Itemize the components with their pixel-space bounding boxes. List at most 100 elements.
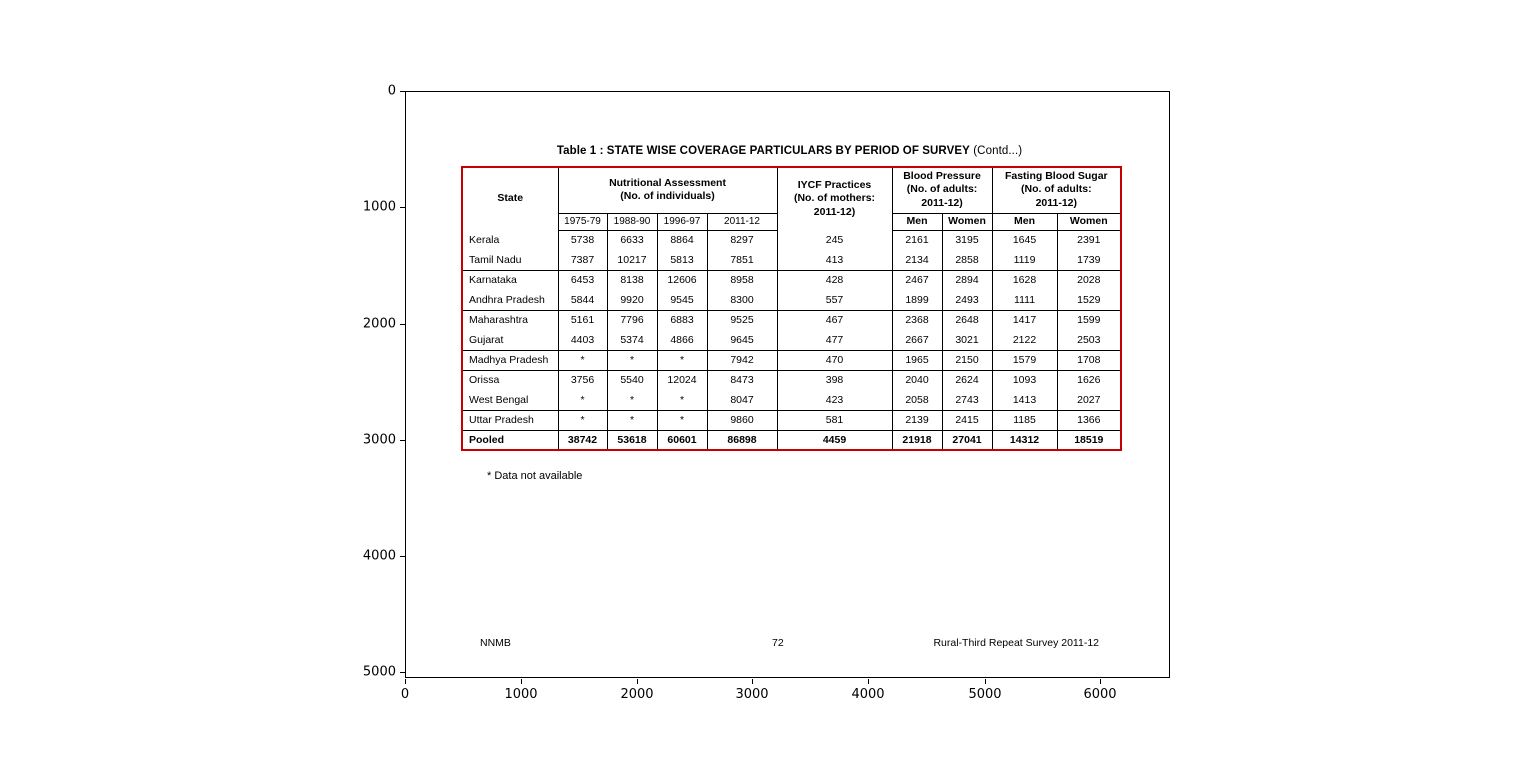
value-cell: 5844 <box>557 290 608 310</box>
value-cell: 423 <box>776 390 893 410</box>
table-row: Kerala 5738 6633 8864 8297 245 2161 3195 1645 239… <box>461 230 1122 250</box>
value-cell: * <box>557 349 608 370</box>
value-cell: 1185 <box>991 409 1058 430</box>
value-cell: * <box>557 409 608 430</box>
x-tick-mark <box>752 679 753 684</box>
value-cell: * <box>606 390 658 410</box>
value-cell: 2391 <box>1056 230 1122 250</box>
value-cell: 6883 <box>656 309 708 330</box>
value-cell: 8297 <box>706 230 778 250</box>
value-cell: 10217 <box>606 250 658 270</box>
value-cell: 1413 <box>991 390 1058 410</box>
value-cell: 2028 <box>1056 269 1122 290</box>
value-cell: 2134 <box>891 250 943 270</box>
value-cell: 1093 <box>991 369 1058 390</box>
value-cell: 2743 <box>941 390 993 410</box>
x-tick-label: 1000 <box>504 687 538 702</box>
value-cell: 7387 <box>557 250 608 270</box>
value-cell: 8958 <box>706 269 778 290</box>
table-row: Tamil Nadu 7387 10217 5813 7851 413 2134 2858 11… <box>461 250 1122 270</box>
header-year-1988-90: 1988-90 <box>606 213 658 231</box>
value-cell: 557 <box>776 290 893 310</box>
header-nutritional-assessment: Nutritional Assessment (No. of individua… <box>557 167 778 214</box>
value-cell: 38742 <box>557 429 608 450</box>
value-cell: 2624 <box>941 369 993 390</box>
table-title-suffix: (Contd...) <box>969 145 1023 157</box>
value-cell: 2161 <box>891 230 943 250</box>
value-cell: 5540 <box>606 369 658 390</box>
value-cell: 4403 <box>557 330 608 350</box>
value-cell: 6633 <box>606 230 658 250</box>
value-cell: 9545 <box>656 290 708 310</box>
footer-org: NNMB <box>480 637 511 649</box>
footer-page-number: 72 <box>772 637 784 649</box>
x-tick-mark <box>1100 679 1101 684</box>
value-cell: 1529 <box>1056 290 1122 310</box>
value-cell: 2150 <box>941 349 993 370</box>
value-cell: 8047 <box>706 390 778 410</box>
value-cell: 428 <box>776 269 893 290</box>
value-cell: 3021 <box>941 330 993 350</box>
value-cell: 7942 <box>706 349 778 370</box>
header-blood-pressure: Blood Pressure (No. of adults: 2011-12) <box>891 167 993 214</box>
value-cell: 1417 <box>991 309 1058 330</box>
value-cell: 9525 <box>706 309 778 330</box>
value-cell: 5813 <box>656 250 708 270</box>
y-tick-label: 2000 <box>362 316 396 332</box>
header-fasting-blood-sugar: Fasting Blood Sugar (No. of adults: 2011… <box>991 167 1122 214</box>
value-cell: 581 <box>776 409 893 430</box>
value-cell: 27041 <box>941 429 993 450</box>
value-cell: 4866 <box>656 330 708 350</box>
state-cell: Gujarat <box>461 330 559 350</box>
x-tick-label: 0 <box>400 687 410 702</box>
value-cell: * <box>557 390 608 410</box>
state-cell: West Bengal <box>461 390 559 410</box>
value-cell: 5161 <box>557 309 608 330</box>
value-cell: 8473 <box>706 369 778 390</box>
table-row: West Bengal * * * 8047 423 2058 2743 1413 2027 <box>461 390 1122 410</box>
x-tick-mark <box>521 679 522 684</box>
y-tick-label: 0 <box>387 83 396 99</box>
footer-survey-name: Rural-Third Repeat Survey 2011-12 <box>933 637 1099 649</box>
value-cell: * <box>656 409 708 430</box>
value-cell: 60601 <box>656 429 708 450</box>
value-cell: 12024 <box>656 369 708 390</box>
header-fbs-men: Men <box>991 213 1058 231</box>
value-cell: 1899 <box>891 290 943 310</box>
y-tick-mark <box>400 440 405 441</box>
header-state: State <box>461 167 559 230</box>
y-tick-mark <box>400 556 405 557</box>
value-cell: 53618 <box>606 429 658 450</box>
value-cell: 2493 <box>941 290 993 310</box>
table-row: Uttar Pradesh * * * 9860 581 2139 2415 1185 1366 <box>461 409 1122 430</box>
value-cell: 21918 <box>891 429 943 450</box>
table-title-main: Table 1 : STATE WISE COVERAGE PARTICULAR… <box>556 145 970 157</box>
header-sub-row: 1975-79 1988-90 1996-97 2011-12 Men Wome… <box>462 213 1122 231</box>
value-cell: 2058 <box>891 390 943 410</box>
x-tick-label: 2000 <box>620 687 654 702</box>
state-cell: Uttar Pradesh <box>461 409 559 430</box>
value-cell: 5738 <box>557 230 608 250</box>
state-cell: Madhya Pradesh <box>461 349 559 370</box>
value-cell: 9860 <box>706 409 778 430</box>
value-cell: 8138 <box>606 269 658 290</box>
value-cell: 12606 <box>656 269 708 290</box>
value-cell: 6453 <box>557 269 608 290</box>
state-cell: Maharashtra <box>461 309 559 330</box>
value-cell: 2415 <box>941 409 993 430</box>
value-cell: 2368 <box>891 309 943 330</box>
value-cell: 2648 <box>941 309 993 330</box>
value-cell: 18519 <box>1056 429 1122 450</box>
value-cell: * <box>606 349 658 370</box>
table-row: Karnataka 6453 8138 12606 8958 428 2467 2894 162… <box>461 269 1122 290</box>
value-cell: 2139 <box>891 409 943 430</box>
y-tick-label: 3000 <box>362 432 396 448</box>
value-cell: 3195 <box>941 230 993 250</box>
y-tick-mark <box>400 324 405 325</box>
y-tick-label: 1000 <box>362 199 396 215</box>
value-cell: 245 <box>776 230 893 250</box>
value-cell: 1366 <box>1056 409 1122 430</box>
y-tick-mark <box>400 672 405 673</box>
value-cell: 2667 <box>891 330 943 350</box>
